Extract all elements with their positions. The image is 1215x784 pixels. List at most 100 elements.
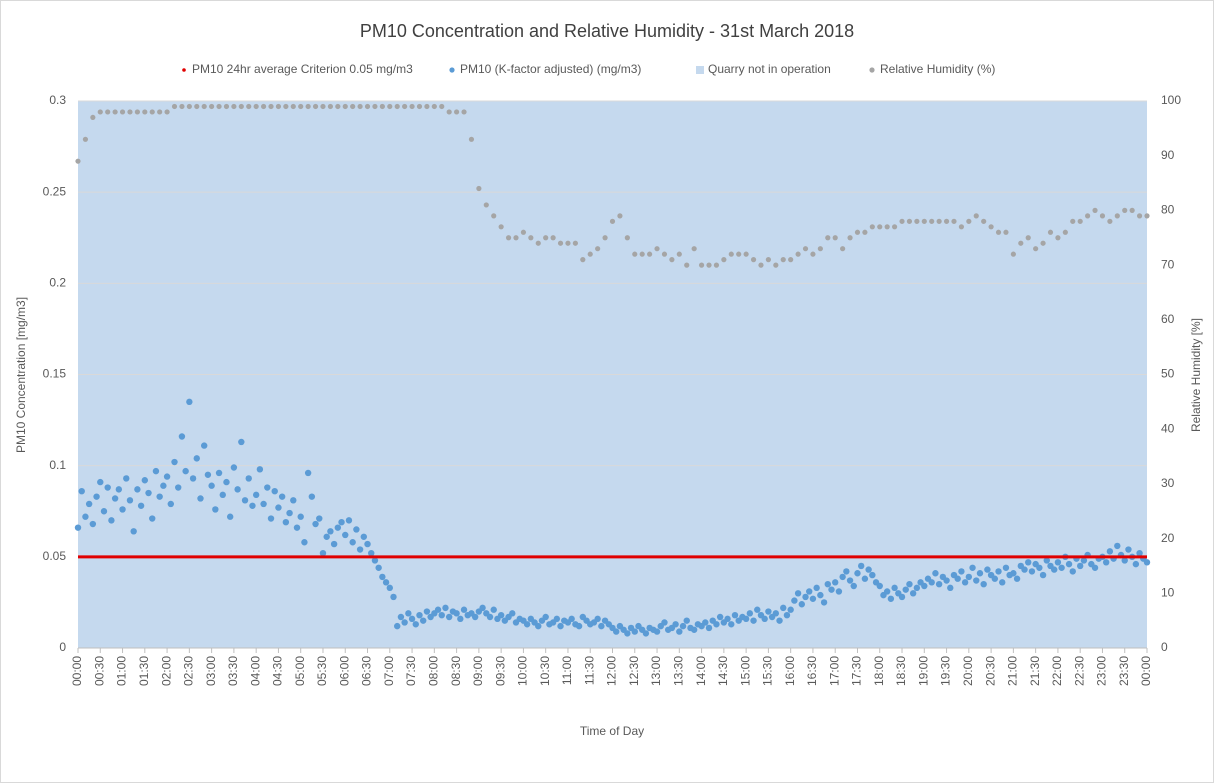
data-point xyxy=(746,610,754,617)
data-point xyxy=(387,103,393,110)
data-point xyxy=(282,518,290,526)
data-point xyxy=(995,229,1002,235)
data-point xyxy=(706,262,712,268)
data-point xyxy=(543,235,549,241)
chart-title: PM10 Concentration and Relative Humidity… xyxy=(360,21,854,41)
data-point xyxy=(498,224,504,230)
data-point xyxy=(186,103,192,110)
data-point xyxy=(520,229,527,235)
data-point xyxy=(364,103,371,110)
data-point xyxy=(216,103,222,110)
data-point xyxy=(372,103,378,110)
x-tick-label: 03:00 xyxy=(204,656,218,686)
data-point xyxy=(647,251,653,257)
data-point xyxy=(988,224,994,230)
data-point xyxy=(93,493,100,500)
data-point xyxy=(204,471,212,478)
data-point xyxy=(149,109,155,115)
data-point xyxy=(171,458,178,466)
data-point xyxy=(1125,546,1132,553)
data-point xyxy=(787,606,794,613)
data-point xyxy=(201,103,207,110)
data-point xyxy=(356,546,364,553)
data-point xyxy=(186,398,193,406)
data-point xyxy=(349,539,356,546)
y2-tick-label: 50 xyxy=(1161,367,1175,381)
data-point xyxy=(409,103,415,110)
data-point xyxy=(397,613,405,621)
data-point xyxy=(854,570,861,577)
data-point xyxy=(690,626,698,633)
data-point xyxy=(661,619,668,626)
data-point xyxy=(130,528,137,535)
data-point xyxy=(390,593,397,601)
data-point xyxy=(736,251,742,257)
data-point xyxy=(416,611,423,619)
data-point xyxy=(194,103,200,110)
data-point xyxy=(909,590,917,597)
data-point xyxy=(189,475,197,482)
legend-swatch xyxy=(182,68,186,72)
data-point xyxy=(780,257,786,263)
data-point xyxy=(553,615,561,623)
data-point xyxy=(160,482,167,489)
data-point xyxy=(260,500,267,508)
data-point xyxy=(877,224,883,230)
data-point xyxy=(731,611,739,619)
data-point xyxy=(212,506,219,513)
data-point xyxy=(802,593,809,601)
data-point xyxy=(209,103,215,110)
data-point xyxy=(297,513,304,520)
data-point xyxy=(995,568,1002,575)
data-point xyxy=(929,218,935,224)
data-point xyxy=(286,509,293,517)
data-point xyxy=(238,103,244,110)
y2-tick-label: 90 xyxy=(1161,148,1175,162)
data-point xyxy=(223,478,230,486)
data-point xyxy=(219,491,226,499)
data-point xyxy=(653,628,661,635)
data-point xyxy=(260,103,267,110)
data-point xyxy=(883,588,891,595)
data-point xyxy=(424,103,430,110)
data-point xyxy=(840,246,846,252)
data-point xyxy=(1143,559,1151,566)
data-point xyxy=(230,464,238,471)
data-point xyxy=(728,621,735,628)
data-point xyxy=(572,240,578,246)
data-point xyxy=(806,588,813,595)
data-point xyxy=(108,517,115,524)
data-point xyxy=(127,109,133,115)
data-point xyxy=(913,584,921,592)
data-point xyxy=(654,246,660,252)
data-point xyxy=(802,246,809,252)
x-tick-label: 08:30 xyxy=(449,656,463,686)
data-point xyxy=(1080,557,1088,564)
x-tick-label: 09:30 xyxy=(493,656,507,686)
legend-swatch xyxy=(696,66,704,74)
data-point xyxy=(1129,207,1135,213)
data-point xyxy=(1058,564,1065,571)
data-point xyxy=(1099,213,1106,219)
data-point xyxy=(624,235,630,241)
x-tick-label: 12:30 xyxy=(627,656,641,686)
x-tick-label: 02:00 xyxy=(159,656,173,686)
data-point xyxy=(639,251,645,257)
data-point xyxy=(809,595,817,602)
data-point xyxy=(305,103,311,110)
data-point xyxy=(215,469,223,477)
x-tick-label: 23:00 xyxy=(1095,656,1109,686)
y-tick-label: 0.05 xyxy=(43,549,67,563)
data-point xyxy=(454,109,460,115)
data-point xyxy=(1092,207,1098,213)
data-point xyxy=(742,615,750,623)
x-tick-label: 13:30 xyxy=(671,656,685,686)
data-point xyxy=(163,473,171,480)
data-point xyxy=(298,103,304,110)
data-point xyxy=(1040,240,1046,246)
data-point xyxy=(902,586,909,593)
data-point xyxy=(100,508,108,515)
data-point xyxy=(245,475,252,482)
data-point xyxy=(301,539,308,546)
data-point xyxy=(765,257,771,263)
